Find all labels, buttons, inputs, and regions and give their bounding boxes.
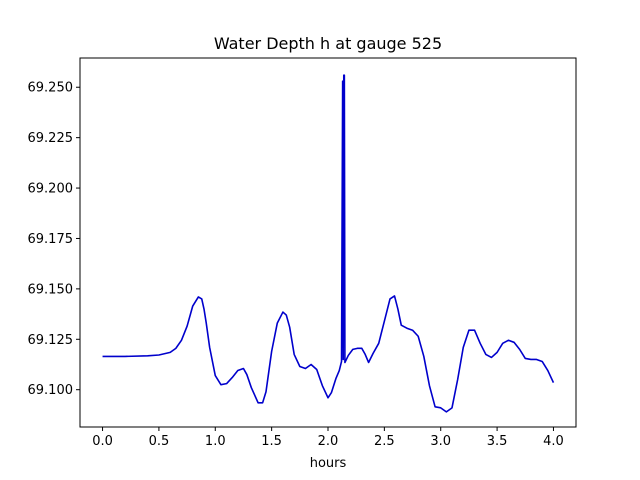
x-axis-label: hours xyxy=(310,456,347,471)
chart-title: Water Depth h at gauge 525 xyxy=(214,34,442,53)
plot-area xyxy=(80,58,576,427)
x-tick-label: 1.0 xyxy=(205,434,226,449)
x-tick-label: 1.5 xyxy=(261,434,282,449)
x-tick-label: 2.5 xyxy=(374,434,395,449)
x-tick-label: 3.0 xyxy=(430,434,451,449)
y-axis: 69.100 69.125 69.150 69.175 69.200 69.225 69.2… xyxy=(28,81,80,398)
x-tick-label: 0.5 xyxy=(149,434,170,449)
y-tick-label: 69.225 xyxy=(28,131,74,146)
series-layer xyxy=(102,74,555,413)
x-tick-label: 3.5 xyxy=(487,434,508,449)
series-line-0 xyxy=(102,74,555,413)
y-tick-label: 69.175 xyxy=(28,232,74,247)
y-tick-label: 69.200 xyxy=(28,182,74,197)
x-tick-label: 2.0 xyxy=(318,434,339,449)
y-tick-label: 69.150 xyxy=(28,282,74,297)
y-tick-label: 69.125 xyxy=(28,333,74,348)
x-axis: 0.0 0.5 1.0 1.5 2.0 2.5 3.0 3.5 4.0 xyxy=(92,427,564,449)
x-tick-label: 4.0 xyxy=(543,434,564,449)
y-tick-label: 69.100 xyxy=(28,383,74,398)
y-tick-label: 69.250 xyxy=(28,81,74,96)
x-tick-label: 0.0 xyxy=(92,434,113,449)
